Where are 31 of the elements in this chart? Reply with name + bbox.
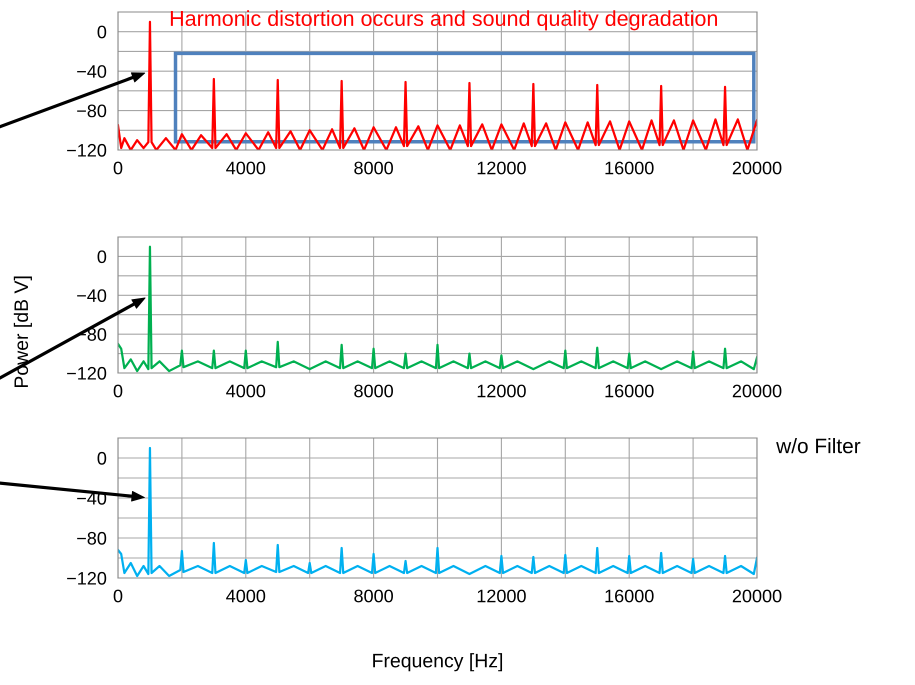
x-tick-label: 20000 bbox=[732, 384, 782, 398]
x-tick-label: 12000 bbox=[478, 384, 526, 398]
x-tick-label: 4000 bbox=[226, 384, 266, 398]
y-tick-label: 0 bbox=[98, 26, 106, 38]
y-tick-label: −80 bbox=[77, 104, 106, 118]
x-tick-label: 8000 bbox=[354, 384, 393, 398]
x-tick-label: 16000 bbox=[605, 590, 654, 602]
y-tick-label: 0 bbox=[98, 452, 106, 465]
y-tick-label: −120 bbox=[67, 144, 106, 157]
x-tick-label: 20000 bbox=[732, 162, 782, 174]
x-tick-label: 8000 bbox=[354, 590, 393, 602]
x-tick-label: 16000 bbox=[605, 162, 654, 174]
y-tick-label: −120 bbox=[67, 366, 106, 380]
x-tick-label: 20000 bbox=[732, 590, 782, 602]
text: w/o Filter bbox=[776, 438, 860, 454]
y-tick-label: −80 bbox=[77, 532, 106, 545]
x-tick-label: 16000 bbox=[605, 384, 654, 398]
y-tick-label: −40 bbox=[77, 289, 106, 302]
x-tick-label: 12000 bbox=[478, 162, 526, 174]
x-tick-label: 0 bbox=[114, 590, 122, 602]
annotation: Harmonic distortion occurs and sound quality degradation bbox=[170, 10, 717, 30]
x-tick-label: 8000 bbox=[354, 162, 393, 174]
x-tick-label: 0 bbox=[114, 162, 122, 174]
x-tick-label: 12000 bbox=[478, 590, 526, 602]
x-tick-label: 4000 bbox=[226, 590, 266, 602]
y-tick-label: 0 bbox=[98, 250, 106, 264]
x-tick-label: 0 bbox=[114, 384, 122, 398]
y-tick-label: −40 bbox=[77, 65, 106, 78]
x-tick-label: 4000 bbox=[226, 162, 266, 174]
y-tick-label: −120 bbox=[67, 572, 106, 585]
x-axis-title: Frequency [Hz] bbox=[373, 653, 502, 672]
